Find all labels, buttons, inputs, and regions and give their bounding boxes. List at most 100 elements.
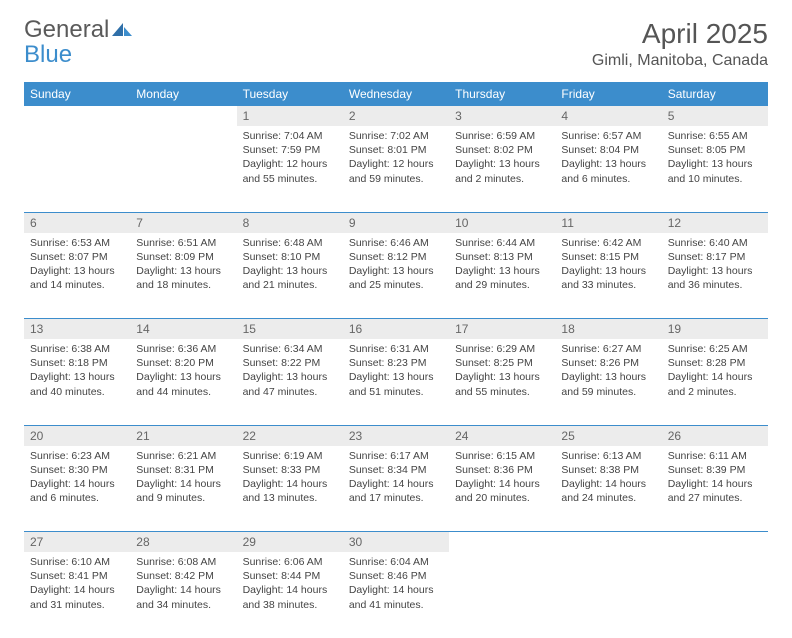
day-number-cell: 2 bbox=[343, 106, 449, 126]
sunset-text: Sunset: 8:17 PM bbox=[668, 250, 762, 264]
location: Gimli, Manitoba, Canada bbox=[592, 52, 768, 70]
daylight-text: Daylight: 13 hours and 14 minutes. bbox=[30, 264, 124, 292]
day-details: Sunrise: 6:38 AMSunset: 8:18 PMDaylight:… bbox=[24, 339, 130, 405]
day-details: Sunrise: 6:15 AMSunset: 8:36 PMDaylight:… bbox=[449, 446, 555, 512]
sunset-text: Sunset: 7:59 PM bbox=[243, 143, 337, 157]
daylight-text: Daylight: 14 hours and 34 minutes. bbox=[136, 583, 230, 611]
daylight-text: Daylight: 13 hours and 40 minutes. bbox=[30, 370, 124, 398]
day-body-cell: Sunrise: 6:55 AMSunset: 8:05 PMDaylight:… bbox=[662, 126, 768, 212]
logo: GeneralBlue bbox=[24, 18, 134, 67]
day-number-cell bbox=[24, 106, 130, 126]
week-row: Sunrise: 6:23 AMSunset: 8:30 PMDaylight:… bbox=[24, 446, 768, 532]
logo-text-part1: General bbox=[24, 16, 109, 43]
day-number-cell: 10 bbox=[449, 212, 555, 233]
day-details: Sunrise: 6:19 AMSunset: 8:33 PMDaylight:… bbox=[237, 446, 343, 512]
daylight-text: Daylight: 12 hours and 55 minutes. bbox=[243, 157, 337, 185]
sunrise-text: Sunrise: 6:59 AM bbox=[455, 129, 549, 143]
day-body-cell: Sunrise: 6:15 AMSunset: 8:36 PMDaylight:… bbox=[449, 446, 555, 532]
day-number-cell: 16 bbox=[343, 319, 449, 340]
day-details: Sunrise: 6:46 AMSunset: 8:12 PMDaylight:… bbox=[343, 233, 449, 299]
sunrise-text: Sunrise: 6:17 AM bbox=[349, 449, 443, 463]
day-number-cell bbox=[555, 532, 661, 553]
sunset-text: Sunset: 8:04 PM bbox=[561, 143, 655, 157]
day-number-cell: 13 bbox=[24, 319, 130, 340]
day-details: Sunrise: 6:55 AMSunset: 8:05 PMDaylight:… bbox=[662, 126, 768, 192]
day-number-cell: 3 bbox=[449, 106, 555, 126]
sunrise-text: Sunrise: 6:38 AM bbox=[30, 342, 124, 356]
day-number-cell: 20 bbox=[24, 425, 130, 446]
daynum-row: 20212223242526 bbox=[24, 425, 768, 446]
day-body-cell: Sunrise: 6:08 AMSunset: 8:42 PMDaylight:… bbox=[130, 552, 236, 638]
weekday-header: Thursday bbox=[449, 82, 555, 106]
sunrise-text: Sunrise: 6:06 AM bbox=[243, 555, 337, 569]
sunrise-text: Sunrise: 6:19 AM bbox=[243, 449, 337, 463]
sunrise-text: Sunrise: 6:10 AM bbox=[30, 555, 124, 569]
sunrise-text: Sunrise: 6:15 AM bbox=[455, 449, 549, 463]
sunrise-text: Sunrise: 6:25 AM bbox=[668, 342, 762, 356]
day-number-cell: 6 bbox=[24, 212, 130, 233]
daylight-text: Daylight: 13 hours and 36 minutes. bbox=[668, 264, 762, 292]
day-number-cell: 22 bbox=[237, 425, 343, 446]
daylight-text: Daylight: 14 hours and 27 minutes. bbox=[668, 477, 762, 505]
day-details: Sunrise: 6:59 AMSunset: 8:02 PMDaylight:… bbox=[449, 126, 555, 192]
daylight-text: Daylight: 14 hours and 17 minutes. bbox=[349, 477, 443, 505]
day-body-cell bbox=[24, 126, 130, 212]
day-number-cell: 19 bbox=[662, 319, 768, 340]
weekday-header: Monday bbox=[130, 82, 236, 106]
logo-sail-icon bbox=[111, 19, 134, 43]
sunrise-text: Sunrise: 6:36 AM bbox=[136, 342, 230, 356]
day-number-cell: 23 bbox=[343, 425, 449, 446]
weekday-header: Friday bbox=[555, 82, 661, 106]
sunrise-text: Sunrise: 6:40 AM bbox=[668, 236, 762, 250]
sunrise-text: Sunrise: 6:29 AM bbox=[455, 342, 549, 356]
sunrise-text: Sunrise: 6:55 AM bbox=[668, 129, 762, 143]
day-body-cell: Sunrise: 6:38 AMSunset: 8:18 PMDaylight:… bbox=[24, 339, 130, 425]
day-body-cell: Sunrise: 6:48 AMSunset: 8:10 PMDaylight:… bbox=[237, 233, 343, 319]
day-details: Sunrise: 7:02 AMSunset: 8:01 PMDaylight:… bbox=[343, 126, 449, 192]
sunset-text: Sunset: 8:33 PM bbox=[243, 463, 337, 477]
day-number-cell: 1 bbox=[237, 106, 343, 126]
day-number-cell: 12 bbox=[662, 212, 768, 233]
day-body-cell: Sunrise: 6:36 AMSunset: 8:20 PMDaylight:… bbox=[130, 339, 236, 425]
daynum-row: 13141516171819 bbox=[24, 319, 768, 340]
weekday-header: Sunday bbox=[24, 82, 130, 106]
sunrise-text: Sunrise: 6:21 AM bbox=[136, 449, 230, 463]
sunset-text: Sunset: 8:15 PM bbox=[561, 250, 655, 264]
sunrise-text: Sunrise: 6:27 AM bbox=[561, 342, 655, 356]
daylight-text: Daylight: 13 hours and 59 minutes. bbox=[561, 370, 655, 398]
daylight-text: Daylight: 14 hours and 41 minutes. bbox=[349, 583, 443, 611]
day-details: Sunrise: 6:10 AMSunset: 8:41 PMDaylight:… bbox=[24, 552, 130, 618]
daylight-text: Daylight: 13 hours and 18 minutes. bbox=[136, 264, 230, 292]
day-body-cell: Sunrise: 6:31 AMSunset: 8:23 PMDaylight:… bbox=[343, 339, 449, 425]
day-number-cell: 5 bbox=[662, 106, 768, 126]
day-details: Sunrise: 6:31 AMSunset: 8:23 PMDaylight:… bbox=[343, 339, 449, 405]
sunset-text: Sunset: 8:22 PM bbox=[243, 356, 337, 370]
daynum-row: 27282930 bbox=[24, 532, 768, 553]
sunrise-text: Sunrise: 6:08 AM bbox=[136, 555, 230, 569]
day-details: Sunrise: 6:25 AMSunset: 8:28 PMDaylight:… bbox=[662, 339, 768, 405]
sunset-text: Sunset: 8:07 PM bbox=[30, 250, 124, 264]
day-number-cell: 15 bbox=[237, 319, 343, 340]
day-body-cell: Sunrise: 6:13 AMSunset: 8:38 PMDaylight:… bbox=[555, 446, 661, 532]
day-details: Sunrise: 6:21 AMSunset: 8:31 PMDaylight:… bbox=[130, 446, 236, 512]
day-number-cell: 24 bbox=[449, 425, 555, 446]
daylight-text: Daylight: 14 hours and 2 minutes. bbox=[668, 370, 762, 398]
daylight-text: Daylight: 14 hours and 9 minutes. bbox=[136, 477, 230, 505]
sunset-text: Sunset: 8:12 PM bbox=[349, 250, 443, 264]
sunset-text: Sunset: 8:18 PM bbox=[30, 356, 124, 370]
day-body-cell: Sunrise: 7:02 AMSunset: 8:01 PMDaylight:… bbox=[343, 126, 449, 212]
sunrise-text: Sunrise: 6:31 AM bbox=[349, 342, 443, 356]
day-details: Sunrise: 6:42 AMSunset: 8:15 PMDaylight:… bbox=[555, 233, 661, 299]
daylight-text: Daylight: 14 hours and 6 minutes. bbox=[30, 477, 124, 505]
day-number-cell bbox=[130, 106, 236, 126]
day-number-cell: 18 bbox=[555, 319, 661, 340]
sunset-text: Sunset: 8:01 PM bbox=[349, 143, 443, 157]
day-body-cell: Sunrise: 6:21 AMSunset: 8:31 PMDaylight:… bbox=[130, 446, 236, 532]
sunset-text: Sunset: 8:10 PM bbox=[243, 250, 337, 264]
sunset-text: Sunset: 8:26 PM bbox=[561, 356, 655, 370]
day-number-cell: 21 bbox=[130, 425, 236, 446]
day-number-cell bbox=[449, 532, 555, 553]
day-details: Sunrise: 6:13 AMSunset: 8:38 PMDaylight:… bbox=[555, 446, 661, 512]
day-body-cell: Sunrise: 6:06 AMSunset: 8:44 PMDaylight:… bbox=[237, 552, 343, 638]
day-details: Sunrise: 6:27 AMSunset: 8:26 PMDaylight:… bbox=[555, 339, 661, 405]
